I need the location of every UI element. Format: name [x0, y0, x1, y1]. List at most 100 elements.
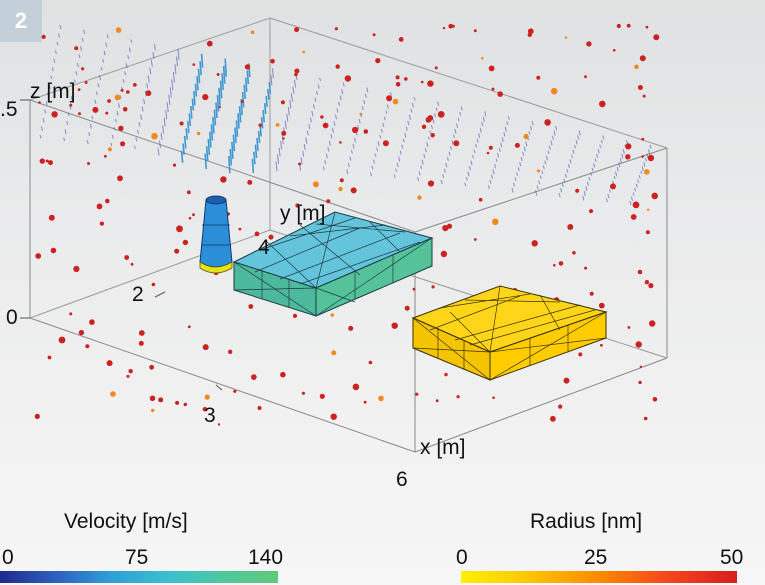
velocity-vector	[86, 140, 89, 145]
velocity-vector	[56, 41, 59, 46]
velocity-vector	[124, 71, 127, 76]
velocity-vector	[352, 143, 355, 149]
velocity-vector	[459, 112, 462, 116]
particle	[572, 251, 576, 255]
velocity-vector	[306, 130, 309, 136]
velocity-vector	[401, 144, 404, 149]
velocity-vector	[149, 67, 152, 75]
particle	[368, 360, 373, 365]
velocity-vector	[183, 135, 187, 149]
particle	[48, 214, 55, 221]
velocity-vector	[210, 124, 214, 141]
particle	[110, 391, 116, 397]
velocity-vector	[430, 124, 433, 129]
particle	[578, 352, 583, 357]
particle	[105, 111, 109, 115]
velocity-vector	[577, 135, 580, 140]
velocity-vector	[54, 50, 57, 55]
velocity-vector	[547, 150, 550, 154]
velocity-vector	[336, 108, 339, 113]
velocity-vector	[231, 141, 234, 159]
velocity-vector	[522, 151, 525, 157]
velocity-vector	[48, 84, 51, 90]
velocity-vector	[487, 185, 490, 189]
particle	[563, 377, 570, 384]
velocity-vector	[162, 125, 165, 134]
velocity-vector	[453, 134, 455, 138]
particle	[50, 247, 57, 254]
velocity-vector	[197, 68, 201, 84]
particle	[218, 106, 221, 109]
velocity-vector	[182, 143, 185, 155]
velocity-vector	[303, 144, 306, 151]
velocity-vector	[468, 165, 471, 171]
velocity-vector	[424, 148, 427, 153]
velocity-vector	[374, 153, 377, 157]
velocity-vector	[199, 61, 202, 76]
particle	[626, 23, 631, 28]
velocity-vector	[324, 160, 327, 165]
velocity-tick-max: 140	[248, 546, 284, 569]
velocity-vector	[287, 106, 290, 116]
particle	[348, 325, 354, 331]
velocity-vector	[619, 157, 622, 163]
velocity-tick-mid: 75	[125, 546, 149, 569]
velocity-vector	[465, 176, 468, 181]
particle	[630, 214, 637, 220]
particle	[85, 344, 90, 349]
velocity-vector	[590, 172, 592, 176]
particle	[69, 103, 73, 107]
velocity-vector	[625, 140, 628, 144]
particle	[339, 141, 342, 144]
particle	[536, 75, 541, 80]
velocity-vector	[555, 125, 558, 131]
particle	[87, 162, 90, 165]
velocity-vector	[497, 153, 500, 158]
velocity-vector	[539, 175, 542, 179]
particle	[550, 87, 558, 95]
velocity-vector	[535, 190, 538, 196]
particle	[96, 203, 103, 210]
velocity-vector	[585, 186, 588, 191]
particle	[118, 125, 124, 131]
velocity-vector	[73, 79, 76, 84]
velocity-vector	[618, 162, 621, 168]
velocity-vector	[582, 195, 585, 201]
velocity-vector	[91, 115, 94, 120]
velocity-vector	[421, 159, 424, 165]
particle	[35, 253, 42, 259]
particle	[322, 122, 329, 129]
velocity-vector	[586, 181, 589, 186]
velocity-vector	[102, 58, 105, 63]
velocity-vector	[634, 187, 637, 192]
velocity-vector	[451, 140, 454, 145]
particle	[292, 313, 298, 318]
velocity-vector	[373, 159, 375, 164]
velocity-vector	[311, 110, 314, 117]
velocity-vector	[174, 64, 177, 75]
particle	[38, 101, 41, 104]
velocity-vector	[393, 174, 396, 179]
particle	[92, 106, 99, 113]
velocity-vector	[371, 165, 374, 170]
velocity-vector	[358, 118, 361, 124]
particle	[398, 37, 404, 42]
particle	[446, 223, 453, 229]
velocity-vector	[128, 47, 131, 53]
velocity-vector	[560, 188, 563, 193]
velocity-vector	[232, 134, 236, 152]
velocity-vector	[552, 135, 554, 140]
particle	[122, 107, 128, 112]
particle	[427, 180, 435, 187]
velocity-vector	[122, 79, 125, 83]
particle	[435, 399, 439, 403]
velocity-vector	[204, 153, 207, 170]
velocity-vector	[607, 193, 610, 199]
velocity-vector	[538, 180, 541, 185]
particle	[250, 30, 255, 35]
velocity-vector	[256, 137, 259, 151]
particle	[128, 369, 133, 374]
velocity-vector	[135, 137, 138, 142]
velocity-vector	[550, 140, 553, 146]
particle	[440, 250, 448, 258]
